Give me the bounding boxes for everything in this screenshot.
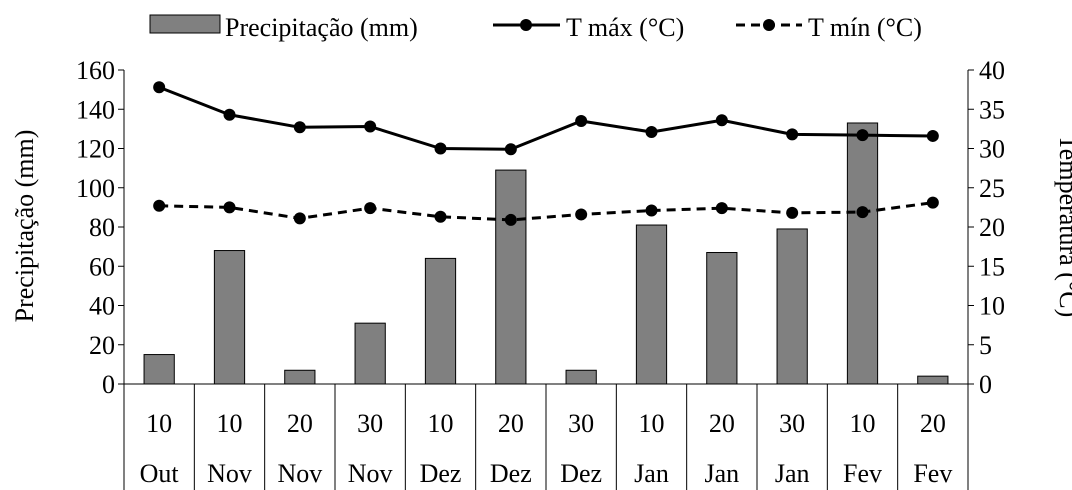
temperature-lines <box>153 81 939 226</box>
tmin-line <box>159 201 934 222</box>
x-tick-label-month: Out <box>140 459 180 488</box>
x-tick-label-day: 30 <box>779 409 805 438</box>
tmax-point <box>153 81 166 94</box>
x-tick-label-day: 10 <box>146 409 172 438</box>
x-tick-label-month: Nov <box>348 459 393 488</box>
y2-tick-label: 5 <box>979 331 992 360</box>
precipitation-bar <box>284 369 316 385</box>
tmin-point <box>715 202 728 215</box>
precipitation-bar <box>354 322 386 385</box>
precipitation-bar <box>565 369 597 385</box>
legend-label-tmax: T máx (°C) <box>566 13 684 42</box>
tmax-line <box>158 85 933 151</box>
y2-tick-label: 40 <box>979 56 1005 85</box>
axes: 0 20 40 60 80 100 120 140 160 0 5 10 15 20 25 30 35 40 10 O… <box>76 56 1005 490</box>
x-tick-label-day: 10 <box>639 409 665 438</box>
tmin-point <box>786 206 799 219</box>
x-tick-label-day: 10 <box>428 409 454 438</box>
precipitation-bar <box>495 169 527 385</box>
x-tick-label-day: 20 <box>920 409 946 438</box>
y-tick-label: 40 <box>89 292 115 321</box>
tmin-point <box>926 196 939 209</box>
y2-tick-label: 25 <box>979 174 1005 203</box>
y-axis-label: Precipitação (mm) <box>10 130 39 323</box>
x-tick-label-day: 20 <box>498 409 524 438</box>
x-tick-label-month: Jan <box>775 459 810 488</box>
y-tick-label: 80 <box>89 213 115 242</box>
x-tick-label-month: Dez <box>420 459 462 488</box>
x-tick-label-day: 20 <box>287 409 313 438</box>
y2-tick-label: 20 <box>979 213 1005 242</box>
tmin-point <box>293 212 306 225</box>
y-tick-label: 100 <box>76 174 115 203</box>
y2-tick-label: 0 <box>979 370 992 399</box>
tmin-point <box>223 201 236 214</box>
x-tick-label-day: 10 <box>850 409 876 438</box>
precipitation-bar <box>846 122 879 385</box>
tmax-point <box>223 108 236 121</box>
precipitation-bar <box>635 224 668 385</box>
y-tick-label: 140 <box>76 95 115 124</box>
y2-tick-label: 15 <box>979 252 1005 281</box>
precipitation-bar <box>143 354 175 385</box>
y-tick-label: 0 <box>102 370 115 399</box>
x-tick-label-month: Nov <box>207 459 252 488</box>
tmax-point <box>856 129 869 142</box>
x-tick-label-month: Dez <box>560 459 602 488</box>
tmin-point <box>645 204 658 217</box>
precipitation-bar <box>776 228 808 385</box>
legend-label-precipitation: Precipitação (mm) <box>225 13 418 42</box>
y-tick-label: 60 <box>89 252 115 281</box>
tmax-point <box>786 128 799 141</box>
tmax-point <box>645 126 658 139</box>
tmax-point <box>715 114 728 127</box>
y-tick-label: 20 <box>89 331 115 360</box>
tmax-point <box>504 143 517 156</box>
tmax-point <box>434 142 447 155</box>
x-tick-label-month: Fev <box>913 459 952 488</box>
precipitation-bar <box>424 257 457 385</box>
tmax-point <box>926 129 939 142</box>
y-tick-label: 120 <box>76 135 115 164</box>
legend-swatch-precipitation <box>149 14 221 34</box>
x-tick-label-day: 30 <box>568 409 594 438</box>
tmax-point <box>364 120 377 133</box>
tmin-point <box>856 206 869 219</box>
x-tick-label-month: Jan <box>704 459 739 488</box>
tmin-point <box>575 208 588 221</box>
x-tick-label-month: Jan <box>634 459 669 488</box>
x-tick-label-month: Dez <box>490 459 532 488</box>
x-tick-label-month: Fev <box>843 459 882 488</box>
tmax-point <box>293 121 306 134</box>
x-tick-label-day: 10 <box>217 409 243 438</box>
tmin-point <box>434 210 447 223</box>
legend-marker-tmax <box>520 19 532 31</box>
tmax-point <box>575 115 588 128</box>
y2-axis-label: Temperatura (°C) <box>1054 135 1072 318</box>
legend: Precipitação (mm) T máx (°C) T mín (°C) <box>149 13 922 42</box>
tmin-point <box>364 202 377 215</box>
y-tick-label: 160 <box>76 56 115 85</box>
y2-tick-label: 30 <box>979 135 1005 164</box>
precipitation-bar <box>917 375 949 385</box>
x-tick-label-day: 30 <box>357 409 383 438</box>
y2-tick-label: 35 <box>979 95 1005 124</box>
x-tick-label-month: Nov <box>277 459 322 488</box>
x-tick-label-day: 20 <box>709 409 735 438</box>
precipitation-bar <box>706 252 738 385</box>
tmin-point <box>153 199 166 212</box>
legend-marker-tmin <box>763 19 775 31</box>
legend-label-tmin: T mín (°C) <box>808 13 922 42</box>
y2-tick-label: 10 <box>979 292 1005 321</box>
precipitation-bars <box>143 122 949 385</box>
precipitation-bar <box>213 250 246 385</box>
tmin-point <box>504 213 517 226</box>
